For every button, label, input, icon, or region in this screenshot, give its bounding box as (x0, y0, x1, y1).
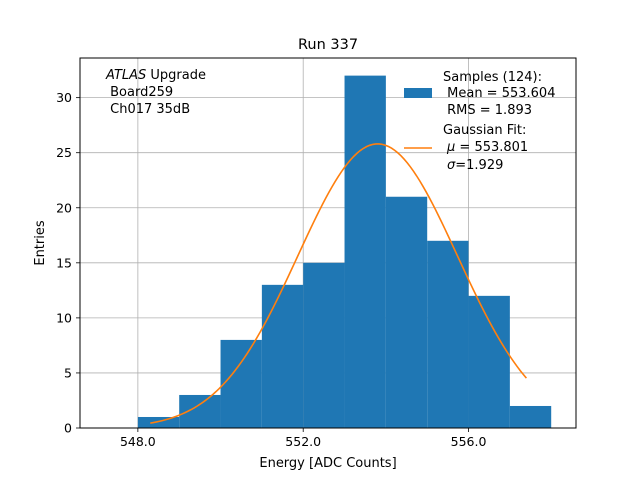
histogram-bar (220, 339, 262, 428)
y-tick-label: 30 (56, 90, 72, 105)
svg-text:μ = 553.801: μ = 553.801 (446, 140, 528, 155)
y-tick-label: 0 (64, 421, 72, 436)
y-tick-label: 25 (56, 145, 72, 160)
x-tick-label: 556.0 (451, 434, 487, 449)
legend-fit-sigma-value: =1.929 (455, 158, 503, 173)
histogram-bar (137, 416, 180, 428)
legend-samples-mean: Mean = 553.604 (443, 86, 555, 101)
legend-samples-rms: RMS = 1.893 (443, 103, 532, 118)
histogram-bar (179, 394, 221, 428)
y-tick-label: 10 (56, 310, 72, 325)
chart-title: Run 337 (298, 37, 358, 53)
annotation-channel: Ch017 35dB (106, 102, 190, 117)
x-axis-label: Energy [ADC Counts] (259, 456, 396, 471)
histogram-bar (385, 196, 428, 428)
svg-text:σ=1.929: σ=1.929 (447, 158, 503, 173)
gaussian-fit-curve (150, 143, 528, 424)
annotation-upgrade: Upgrade (146, 68, 206, 83)
histogram-bars (137, 75, 552, 428)
legend-samples-title: Samples (124): (443, 70, 542, 85)
legend: Samples (124): Mean = 553.604 RMS = 1.89… (404, 70, 555, 173)
histogram-bar (468, 295, 510, 428)
legend-fit-title: Gaussian Fit: (443, 123, 526, 138)
histogram-bar (261, 284, 304, 428)
plot-frame (79, 57, 577, 429)
legend-fit-mu-value: = 553.801 (455, 140, 528, 155)
atlas-annotation: ATLAS Upgrade Board259 Ch017 35dB (105, 68, 206, 117)
histogram-bar (344, 75, 386, 428)
annotation-board: Board259 (106, 85, 173, 100)
annotation-italic: ATLAS (105, 68, 146, 83)
axis-ticks: 548.0 552.0 556.0 0 5 10 15 20 25 30 (56, 90, 486, 449)
legend-fit-sigma-symbol: σ (447, 158, 456, 173)
legend-fit-mu-symbol: μ (446, 140, 455, 155)
y-tick-label: 5 (64, 365, 72, 380)
y-axis-label: Entries (33, 220, 48, 266)
y-tick-label: 20 (56, 200, 72, 215)
x-tick-label: 548.0 (120, 434, 156, 449)
svg-text:ATLAS Upgrade: ATLAS Upgrade (105, 68, 206, 83)
histogram-bar (303, 262, 345, 428)
x-tick-label: 552.0 (285, 434, 321, 449)
y-tick-label: 15 (56, 255, 72, 270)
histogram-bar (509, 405, 552, 428)
legend-samples-swatch (404, 88, 432, 98)
histogram-bar (427, 240, 469, 428)
